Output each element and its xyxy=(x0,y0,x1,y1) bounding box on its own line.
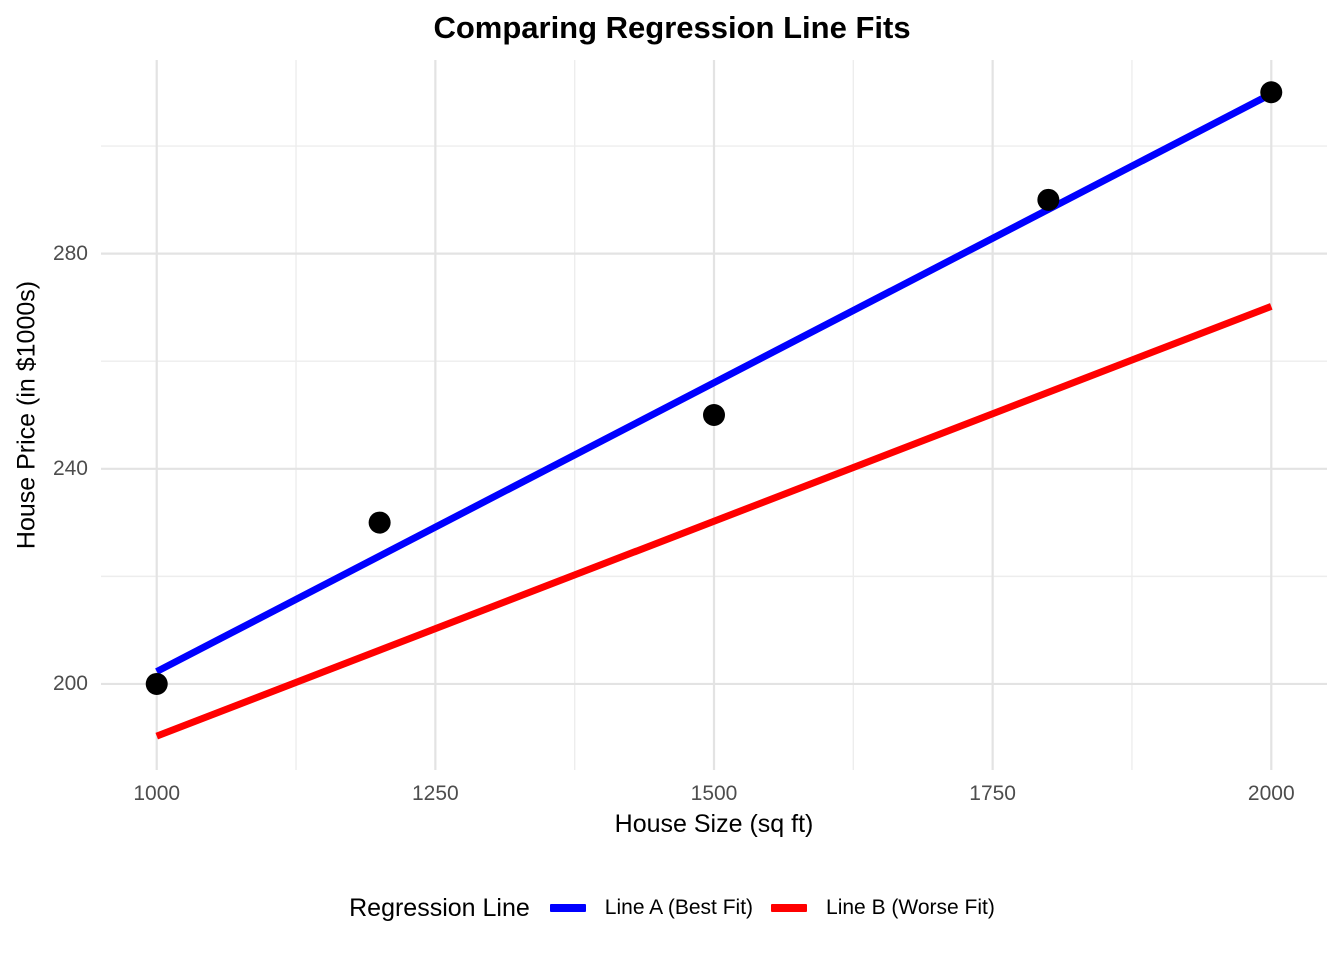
x-tick-label: 2000 xyxy=(1247,782,1295,805)
legend-swatch-line-b xyxy=(771,904,808,912)
regression-line-a xyxy=(155,90,1273,675)
x-tick-label: 1250 xyxy=(412,782,459,805)
x-tick-label: 1750 xyxy=(969,782,1016,805)
legend-item-label: Line A (Best Fit) xyxy=(604,896,754,919)
data-point xyxy=(368,511,391,534)
data-point xyxy=(1037,188,1060,211)
y-tick-label: 200 xyxy=(52,671,88,695)
chart-title: Comparing Regression Line Fits xyxy=(433,10,911,45)
legend-swatch-line-a xyxy=(549,904,586,912)
legend-item: Line B (Worse Fit) xyxy=(771,896,995,920)
data-point xyxy=(703,404,725,426)
x-axis-title: House Size (sq ft) xyxy=(614,810,814,838)
legend: Regression Line Line A (Best Fit) Line B … xyxy=(0,891,1344,925)
legend-title: Regression Line xyxy=(349,893,530,922)
y-tick-label: 280 xyxy=(52,241,88,265)
data-point xyxy=(145,672,168,695)
y-tick-label: 240 xyxy=(52,456,88,480)
legend-item: Line A (Best Fit) xyxy=(549,896,754,920)
plot-panel xyxy=(101,60,1327,770)
x-tick-label: 1500 xyxy=(690,782,738,805)
x-tick-label: 1000 xyxy=(133,782,181,805)
y-axis-title: House Price (in $1000s) xyxy=(12,280,41,550)
regression-line-b xyxy=(155,303,1273,740)
legend-items: Line A (Best Fit) Line B (Worse Fit) xyxy=(549,896,995,920)
data-point xyxy=(1260,81,1283,104)
legend-item-label: Line B (Worse Fit) xyxy=(826,896,995,919)
